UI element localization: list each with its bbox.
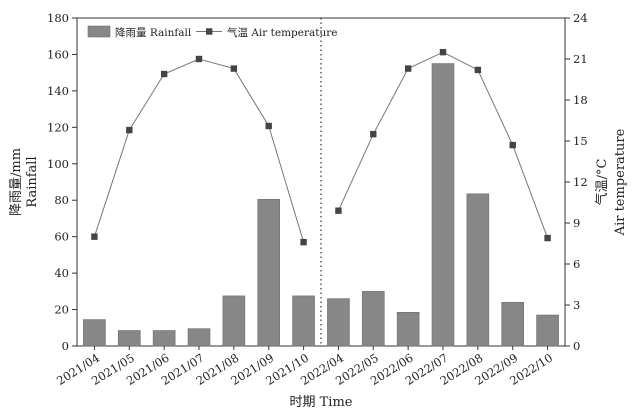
plot-frame (76, 17, 566, 347)
temperature-point-2022-10 (544, 234, 551, 242)
temperature-point-2022-07 (439, 48, 447, 56)
left-tick-label: 0 (62, 339, 69, 353)
rainfall-bar-2021-10 (292, 295, 315, 347)
legend-temperature-marker (206, 28, 213, 35)
temperature-point-2021-10 (300, 238, 307, 246)
rainfall-bar-2022-10 (536, 314, 559, 347)
rainfall-bar-2022-09 (501, 301, 525, 347)
temperature-point-2022-09 (509, 141, 516, 149)
right-tick-label: 0 (573, 339, 580, 353)
rainfall-bar-2021-08 (222, 295, 246, 347)
left-axis-title-line1: 降雨量/mm (9, 148, 24, 216)
left-tick-label: 120 (47, 120, 69, 134)
left-tick-label: 40 (54, 266, 69, 280)
rainfall-bar-2021-05 (117, 330, 141, 347)
legend-rainfall-label: 降雨量 Rainfall (115, 26, 192, 39)
right-tick-label: 12 (573, 175, 588, 189)
left-tick-label: 160 (47, 47, 69, 61)
left-tick-label: 100 (47, 157, 69, 171)
x-axis-title: 时期 Time (290, 395, 353, 410)
rainfall-bar-2021-07 (187, 328, 211, 347)
legend-temperature-label: 气温 Air temperature (227, 26, 337, 39)
temperature-point-2022-06 (404, 65, 412, 72)
right-axis-title-line1: 气温/°C (594, 159, 610, 206)
rainfall-bar-2021-04 (83, 319, 106, 347)
right-tick-label: 9 (573, 216, 580, 230)
right-tick-label: 15 (573, 134, 588, 148)
right-tick-label: 3 (573, 298, 580, 312)
left-tick-label: 180 (47, 11, 69, 25)
temperature-point-2021-08 (230, 65, 238, 72)
right-tick-label: 21 (573, 52, 588, 66)
right-tick-label: 6 (573, 257, 580, 271)
right-tick-label: 24 (573, 11, 588, 25)
rainfall-bar-2022-05 (361, 291, 385, 347)
temperature-point-2021-05 (126, 126, 133, 134)
temperature-point-2021-07 (195, 55, 203, 63)
left-tick-label: 20 (54, 303, 69, 317)
temperature-point-2021-04 (91, 233, 98, 240)
left-axis-title-line2: Rainfall (25, 156, 40, 207)
rainfall-bar-2022-06 (396, 311, 420, 347)
rainfall-bar-2022-08 (466, 193, 490, 347)
rainfall-bar-2021-06 (152, 330, 176, 347)
left-tick-label: 80 (54, 193, 69, 207)
left-tick-label: 140 (47, 84, 69, 98)
temperature-point-2022-04 (335, 207, 342, 214)
right-tick-label: 18 (573, 93, 588, 107)
rainfall-bar-2021-09 (257, 199, 281, 347)
temperature-point-2021-09 (265, 122, 272, 130)
legend-rainfall-swatch (87, 25, 111, 38)
temperature-point-2022-05 (370, 130, 377, 138)
right-axis-title-line2: Air temperature (613, 128, 628, 236)
temperature-point-2021-06 (160, 70, 168, 78)
rainfall-bar-2022-07 (431, 63, 455, 347)
temperature-point-2022-08 (474, 66, 482, 74)
rainfall-bar-2022-04 (327, 298, 350, 347)
left-tick-label: 60 (54, 230, 69, 244)
